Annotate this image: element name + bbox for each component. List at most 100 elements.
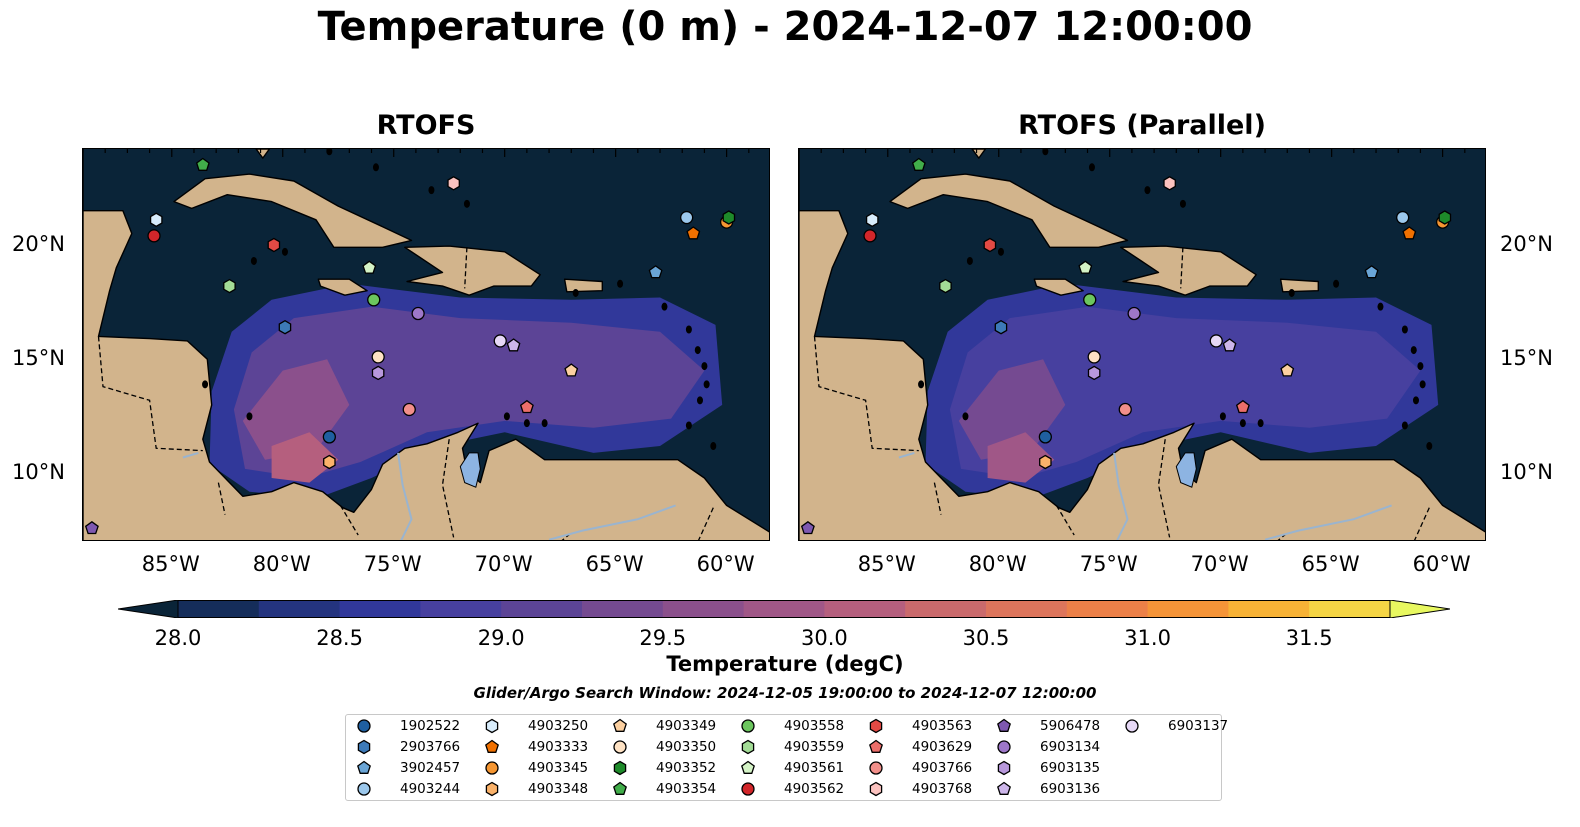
circle-marker-icon[interactable] bbox=[357, 719, 371, 733]
platform-marker-6903134[interactable] bbox=[411, 306, 425, 321]
colorbar-tick-label: 29.0 bbox=[477, 626, 525, 650]
platform-marker-4903350[interactable] bbox=[1087, 350, 1101, 364]
pentagon-marker-icon[interactable] bbox=[613, 718, 627, 732]
legend-label: 4903350 bbox=[656, 739, 717, 755]
platform-marker-4903250[interactable] bbox=[149, 212, 163, 228]
country-border bbox=[339, 505, 359, 536]
island bbox=[1088, 163, 1095, 172]
island bbox=[326, 149, 333, 156]
platform-marker-6903136[interactable] bbox=[1222, 338, 1237, 352]
platform-marker-4903562[interactable] bbox=[147, 229, 161, 243]
platform-marker-2903766[interactable] bbox=[994, 319, 1008, 335]
circle-marker-icon[interactable] bbox=[741, 782, 755, 796]
lon-tick-label: 85°W bbox=[141, 552, 200, 576]
hexagon-marker-icon[interactable] bbox=[357, 739, 371, 755]
river bbox=[182, 451, 199, 459]
circle-marker-icon[interactable] bbox=[997, 740, 1011, 754]
island bbox=[1288, 288, 1295, 297]
platform-marker-4903349[interactable] bbox=[1280, 363, 1295, 377]
lat-tick-label: 10°N bbox=[12, 460, 65, 485]
land-mass bbox=[889, 173, 1129, 249]
platform-marker-6903136[interactable] bbox=[506, 338, 521, 352]
platform-marker-6903134[interactable] bbox=[1127, 306, 1141, 321]
hexagon-marker-icon[interactable] bbox=[613, 760, 627, 776]
platform-marker-1902522[interactable] bbox=[1038, 430, 1052, 444]
platform-marker-4903244[interactable] bbox=[680, 210, 694, 225]
hexagon-marker-icon[interactable] bbox=[997, 760, 1011, 776]
island bbox=[661, 302, 668, 311]
platform-marker-4903766[interactable] bbox=[402, 402, 416, 417]
map-panel-rtofs[interactable] bbox=[82, 148, 770, 541]
colorbar-segment bbox=[824, 600, 906, 618]
platform-marker-4903768[interactable] bbox=[1163, 176, 1176, 191]
platform-marker-2903766[interactable] bbox=[278, 319, 292, 335]
hexagon-marker-icon[interactable] bbox=[485, 781, 499, 797]
colorbar-segment bbox=[178, 600, 260, 618]
legend-label: 4903333 bbox=[528, 739, 589, 755]
platform-marker-4903348[interactable] bbox=[1039, 454, 1052, 470]
platform-marker-5906478[interactable] bbox=[800, 520, 815, 535]
platform-marker-4903558[interactable] bbox=[1083, 293, 1097, 307]
pentagon-marker-icon[interactable] bbox=[997, 781, 1011, 795]
circle-marker-icon[interactable] bbox=[357, 782, 371, 796]
platform-marker-4903333[interactable] bbox=[1402, 226, 1417, 240]
circle-marker-icon[interactable] bbox=[485, 761, 499, 775]
map-panel-rtofs-parallel[interactable] bbox=[798, 148, 1486, 541]
platform-marker-4903559[interactable] bbox=[223, 278, 236, 294]
platform-marker-4903349[interactable] bbox=[564, 363, 579, 377]
circle-marker-icon[interactable] bbox=[1125, 719, 1139, 733]
platform-marker-4903563[interactable] bbox=[267, 237, 281, 253]
island bbox=[503, 412, 510, 421]
platform-marker-3902457[interactable] bbox=[648, 265, 663, 279]
platform-marker-3902457[interactable] bbox=[1364, 265, 1379, 279]
colorbar-label: Temperature (degC) bbox=[666, 652, 904, 676]
platform-marker-5906478[interactable] bbox=[84, 520, 99, 535]
island bbox=[250, 256, 257, 265]
platform-marker-4903348[interactable] bbox=[323, 454, 336, 470]
pentagon-marker-icon[interactable] bbox=[741, 760, 755, 774]
platform-marker-6903135[interactable] bbox=[1087, 365, 1101, 381]
pentagon-marker-icon[interactable] bbox=[997, 718, 1011, 732]
legend-label: 1902522 bbox=[400, 718, 461, 734]
platform-marker-4903562[interactable] bbox=[863, 229, 877, 243]
circle-marker-icon[interactable] bbox=[741, 719, 755, 733]
platform-marker-4903352[interactable] bbox=[722, 210, 736, 225]
platform-marker-1902522[interactable] bbox=[322, 430, 336, 444]
pentagon-marker-icon[interactable] bbox=[613, 781, 627, 795]
platform-marker-4903563[interactable] bbox=[983, 237, 997, 253]
platform-marker-4903768[interactable] bbox=[447, 176, 460, 191]
platform-marker-4903352[interactable] bbox=[1438, 210, 1452, 225]
platform-marker-6903137[interactable] bbox=[1209, 334, 1223, 348]
island bbox=[372, 163, 379, 172]
circle-marker-icon[interactable] bbox=[869, 761, 883, 775]
platform-marker-4903354[interactable] bbox=[195, 157, 210, 171]
colorbar-extend-low bbox=[117, 599, 179, 619]
platform-marker-4903561[interactable] bbox=[1078, 260, 1093, 274]
pentagon-marker-icon[interactable] bbox=[485, 739, 499, 753]
legend-label: 4903345 bbox=[528, 760, 589, 776]
platform-marker-4903333[interactable] bbox=[686, 226, 701, 240]
circle-marker-icon[interactable] bbox=[613, 740, 627, 754]
temperature-field-contour bbox=[233, 306, 705, 478]
platform-marker-4903250[interactable] bbox=[865, 212, 879, 228]
platform-marker-6903135[interactable] bbox=[371, 365, 385, 381]
platform-marker-4903354[interactable] bbox=[911, 157, 926, 171]
platform-marker-4903559[interactable] bbox=[939, 278, 952, 294]
pentagon-marker-icon[interactable] bbox=[357, 760, 371, 774]
country-border bbox=[441, 439, 455, 538]
hexagon-marker-icon[interactable] bbox=[869, 781, 883, 797]
platform-marker-4903629[interactable] bbox=[519, 399, 534, 414]
land-mass bbox=[971, 149, 987, 159]
platform-marker-6903137[interactable] bbox=[493, 334, 507, 348]
platform-marker-4903766[interactable] bbox=[1118, 402, 1132, 417]
legend-label: 2903766 bbox=[400, 739, 461, 755]
platform-marker-4903561[interactable] bbox=[362, 260, 377, 274]
platform-marker-4903558[interactable] bbox=[367, 293, 381, 307]
platform-marker-4903629[interactable] bbox=[1235, 399, 1250, 414]
hexagon-marker-icon[interactable] bbox=[869, 718, 883, 734]
hexagon-marker-icon[interactable] bbox=[485, 718, 499, 734]
platform-marker-4903350[interactable] bbox=[371, 350, 385, 364]
platform-marker-4903244[interactable] bbox=[1396, 210, 1410, 225]
hexagon-marker-icon[interactable] bbox=[741, 739, 755, 755]
pentagon-marker-icon[interactable] bbox=[869, 739, 883, 753]
